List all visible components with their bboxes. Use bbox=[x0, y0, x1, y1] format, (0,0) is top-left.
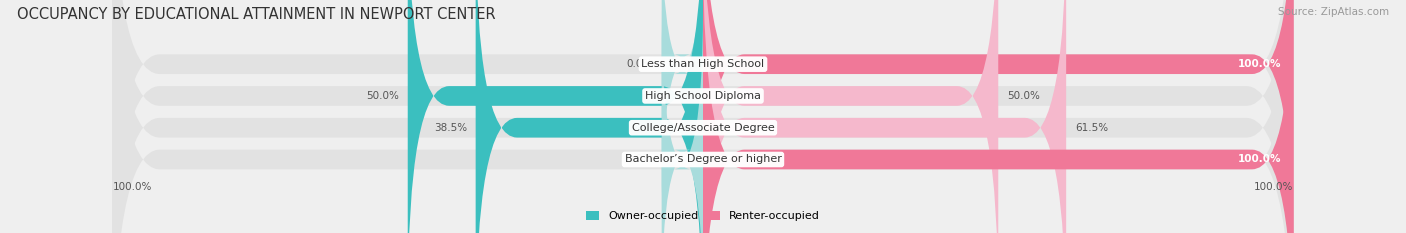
Text: 100.0%: 100.0% bbox=[1239, 154, 1282, 164]
Text: 0.0%: 0.0% bbox=[627, 59, 652, 69]
Text: 100.0%: 100.0% bbox=[112, 182, 152, 192]
FancyBboxPatch shape bbox=[662, 10, 703, 233]
FancyBboxPatch shape bbox=[662, 0, 703, 213]
FancyBboxPatch shape bbox=[703, 0, 1066, 233]
FancyBboxPatch shape bbox=[408, 0, 703, 233]
Text: High School Diploma: High School Diploma bbox=[645, 91, 761, 101]
FancyBboxPatch shape bbox=[112, 0, 1294, 233]
Text: 61.5%: 61.5% bbox=[1076, 123, 1108, 133]
Text: 0.0%: 0.0% bbox=[627, 154, 652, 164]
Text: Less than High School: Less than High School bbox=[641, 59, 765, 69]
Text: College/Associate Degree: College/Associate Degree bbox=[631, 123, 775, 133]
FancyBboxPatch shape bbox=[703, 0, 998, 233]
Text: 50.0%: 50.0% bbox=[366, 91, 399, 101]
FancyBboxPatch shape bbox=[112, 0, 1294, 233]
FancyBboxPatch shape bbox=[112, 0, 1294, 233]
Text: 100.0%: 100.0% bbox=[1239, 59, 1282, 69]
Text: 38.5%: 38.5% bbox=[433, 123, 467, 133]
FancyBboxPatch shape bbox=[475, 0, 703, 233]
Text: Source: ZipAtlas.com: Source: ZipAtlas.com bbox=[1278, 7, 1389, 17]
FancyBboxPatch shape bbox=[703, 0, 1294, 233]
Text: Bachelor’s Degree or higher: Bachelor’s Degree or higher bbox=[624, 154, 782, 164]
Text: OCCUPANCY BY EDUCATIONAL ATTAINMENT IN NEWPORT CENTER: OCCUPANCY BY EDUCATIONAL ATTAINMENT IN N… bbox=[17, 7, 495, 22]
Text: 50.0%: 50.0% bbox=[1007, 91, 1040, 101]
Text: 100.0%: 100.0% bbox=[1254, 182, 1294, 192]
Legend: Owner-occupied, Renter-occupied: Owner-occupied, Renter-occupied bbox=[586, 211, 820, 221]
FancyBboxPatch shape bbox=[112, 0, 1294, 233]
FancyBboxPatch shape bbox=[703, 0, 1294, 233]
